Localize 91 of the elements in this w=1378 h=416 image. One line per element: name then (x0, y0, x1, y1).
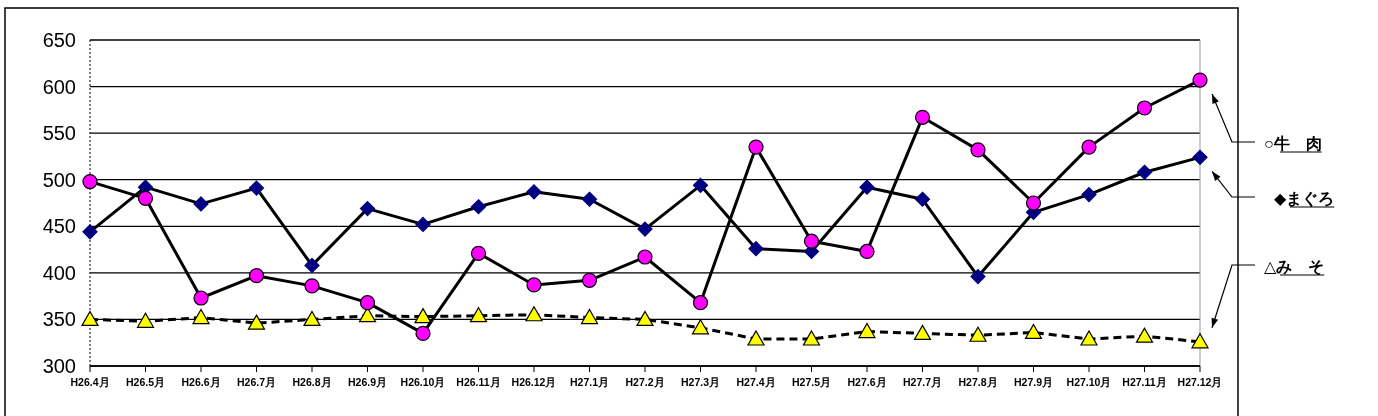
point (82, 173, 98, 190)
point (1024, 323, 1043, 340)
x-tick-label: H27.12月 (1177, 376, 1223, 388)
text: ○牛 肉 (1264, 135, 1322, 152)
x-tick-label: H27.3月 (680, 376, 721, 388)
point (192, 308, 210, 325)
y-tick-label: 550 (42, 122, 76, 145)
point (82, 224, 98, 240)
x-tick-label: H26.5月 (125, 376, 166, 388)
x-tick-label: H27.5月 (791, 376, 832, 388)
point (525, 306, 543, 322)
y-tick-label: 500 (42, 168, 76, 191)
text: ◆まぐろ (1274, 190, 1335, 208)
point (415, 325, 431, 341)
x-tick-label: H27.9月 (1013, 376, 1054, 388)
point (359, 200, 376, 217)
point (469, 307, 488, 323)
x-tick-label: H27.1月 (569, 376, 610, 388)
y-tick-label: 400 (42, 261, 76, 284)
point (1081, 187, 1097, 203)
point (637, 249, 653, 265)
point (248, 180, 265, 196)
x-tick-label: H26.7月 (236, 376, 277, 388)
point (137, 190, 154, 206)
point (580, 308, 599, 325)
point (914, 109, 931, 125)
point (692, 177, 709, 193)
point (1135, 327, 1154, 343)
point (692, 295, 709, 311)
point (304, 257, 320, 274)
point (859, 243, 875, 260)
point (1192, 149, 1208, 165)
point (913, 324, 932, 340)
point (803, 233, 820, 249)
point (193, 290, 209, 306)
point (1136, 100, 1153, 116)
point (970, 268, 986, 285)
x-tick-label: H27.4月 (736, 376, 776, 388)
point (858, 322, 876, 339)
x-tick-label: H27.6月 (847, 376, 887, 388)
y-tick-label: 300 (42, 355, 76, 377)
point (691, 319, 710, 335)
point (1136, 164, 1153, 180)
point (859, 179, 875, 195)
point (81, 310, 99, 327)
x-tick-label: H26.12月 (511, 376, 557, 388)
point (581, 272, 598, 288)
point (748, 139, 764, 155)
y-tick-label: 450 (42, 215, 76, 238)
point (526, 184, 542, 200)
point (359, 295, 376, 311)
point (581, 191, 598, 207)
x-tick-label: H27.10月 (1066, 376, 1112, 388)
point (637, 221, 653, 237)
x-tick-label: H26.4月 (70, 376, 110, 388)
point (414, 308, 432, 324)
point (1191, 333, 1209, 349)
point (914, 191, 931, 207)
x-tick-label: H27.11月 (1122, 376, 1167, 388)
point (248, 268, 265, 284)
point (1192, 72, 1208, 88)
point (1025, 195, 1042, 211)
point (1081, 139, 1097, 155)
x-tick-label: H26.8月 (292, 376, 332, 388)
point (193, 196, 209, 212)
point (470, 245, 487, 261)
point (1080, 330, 1098, 346)
point (304, 278, 320, 294)
point (802, 330, 821, 346)
point (247, 314, 266, 330)
point (470, 199, 487, 215)
x-tick-label: H26.9月 (347, 376, 388, 388)
x-tick-label: H26.11月 (456, 376, 501, 388)
text: △み そ (1264, 258, 1325, 276)
x-tick-label: H27.2月 (625, 376, 665, 388)
point (748, 241, 764, 257)
y-tick-label: 350 (42, 308, 76, 331)
point (526, 277, 542, 293)
point (303, 310, 321, 327)
point (415, 216, 431, 233)
point (136, 312, 155, 328)
point (636, 310, 654, 327)
point (969, 326, 987, 342)
point (747, 330, 765, 346)
x-tick-label: H27.7月 (902, 376, 943, 388)
point (970, 142, 986, 158)
x-tick-label: H27.8月 (958, 376, 998, 388)
x-tick-label: H26.6月 (181, 376, 221, 388)
y-tick-label: 600 (42, 75, 76, 98)
y-tick-label: 650 (42, 29, 76, 51)
x-tick-label: H26.10月 (400, 376, 446, 388)
